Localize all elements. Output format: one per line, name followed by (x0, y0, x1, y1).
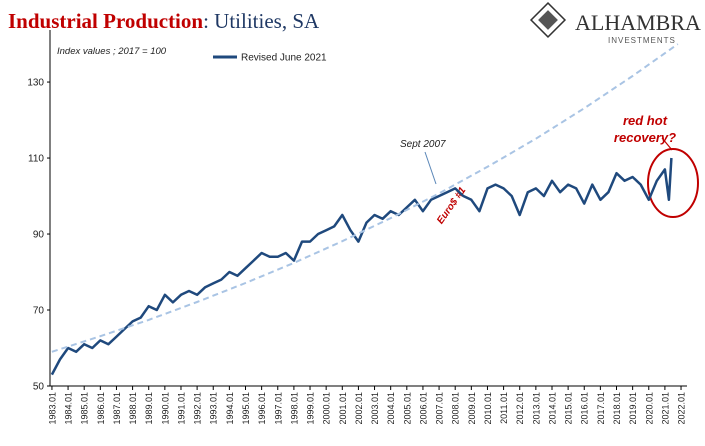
x-tick-label: 2013.01 (531, 392, 541, 425)
chart-title: Industrial Production: Utilities, SA (8, 9, 320, 33)
x-tick-label: 1990.01 (160, 392, 170, 425)
x-tick-label: 1984.01 (64, 392, 74, 425)
x-tick-label: 2011.01 (499, 392, 509, 424)
annotation: recovery? (614, 130, 676, 145)
logo-mark-inner (538, 10, 558, 30)
trend-line (51, 43, 679, 353)
annotation-arrow (424, 151, 437, 185)
x-tick-label: 1996.01 (257, 392, 267, 425)
x-tick-label: 2003.01 (370, 392, 380, 425)
x-tick-label: 1994.01 (225, 392, 235, 425)
x-tick-label: 2017.01 (596, 392, 606, 425)
x-tick-label: 2019.01 (628, 392, 638, 425)
annotation: red hot (623, 113, 668, 128)
x-tick-label: 1999.01 (306, 392, 316, 425)
x-tick-label: 2016.01 (580, 392, 590, 425)
x-tick-label: 2008.01 (451, 392, 461, 425)
x-tick-label: 2020.01 (644, 392, 654, 425)
x-tick-label: 2004.01 (386, 392, 396, 425)
legend-label: Revised June 2021 (241, 53, 327, 64)
x-tick-label: 2005.01 (402, 392, 412, 425)
title-rest: : Utilities, SA (203, 9, 320, 33)
x-tick-label: 2007.01 (435, 392, 445, 425)
x-tick-label: 1992.01 (193, 392, 203, 425)
title-highlight: Industrial Production (8, 9, 203, 33)
x-tick-label: 1985.01 (80, 392, 90, 425)
x-tick-label: 1989.01 (144, 392, 154, 425)
x-tick-label: 1988.01 (128, 392, 138, 425)
highlight-circle (647, 148, 699, 218)
x-tick-label: 2022.01 (677, 392, 687, 425)
x-tick-label: 2014.01 (547, 392, 557, 425)
x-tick-label: 2009.01 (467, 392, 477, 425)
y-tick-label: 110 (28, 154, 44, 165)
x-tick-label: 2006.01 (418, 392, 428, 425)
x-tick-label: 1986.01 (96, 392, 106, 425)
series-line (50, 157, 673, 376)
x-tick-label: 2015.01 (564, 392, 574, 425)
logo-mark (529, 1, 567, 39)
x-tick-label: 1993.01 (209, 392, 219, 425)
x-tick-label: 1998.01 (289, 392, 299, 425)
x-tick-label: 1997.01 (273, 392, 283, 425)
x-tick-label: 2000.01 (322, 392, 332, 425)
annotation: Sept 2007 (400, 139, 446, 150)
x-tick-label: 2018.01 (612, 392, 622, 425)
x-tick-label: 2002.01 (354, 392, 364, 425)
y-tick-label: 90 (33, 230, 45, 241)
x-tick-label: 1983.01 (47, 392, 57, 425)
x-tick-label: 2021.01 (660, 392, 670, 425)
annotation-arrow (661, 137, 673, 151)
x-tick-label: 2012.01 (515, 392, 525, 425)
x-tick-label: 1995.01 (241, 392, 251, 425)
y-tick-label: 130 (27, 78, 44, 89)
x-tick-label: 2010.01 (483, 392, 493, 425)
subtitle: Index values ; 2017 = 100 (57, 46, 167, 57)
logo-name: ALHAMBRA (575, 10, 701, 35)
x-tick-label: 1991.01 (176, 392, 186, 425)
logo: ALHAMBRA INVESTMENTS (529, 1, 701, 45)
x-tick-label: 1987.01 (112, 392, 122, 425)
x-tick-label: 2001.01 (338, 392, 348, 425)
logo-tagline: INVESTMENTS (608, 36, 676, 45)
y-tick-label: 70 (33, 306, 45, 317)
y-tick-label: 50 (33, 382, 45, 393)
